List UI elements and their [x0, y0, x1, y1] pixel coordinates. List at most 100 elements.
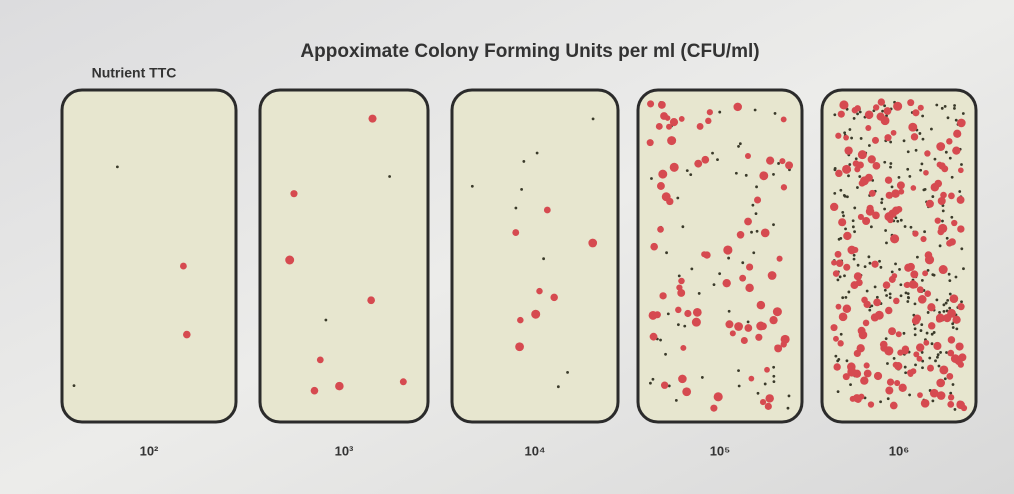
- colony: [858, 179, 866, 187]
- colony-small: [921, 359, 925, 363]
- colony: [657, 225, 664, 233]
- colony: [925, 199, 934, 208]
- colony: [650, 242, 658, 251]
- colony-small: [920, 278, 924, 282]
- colony: [780, 184, 788, 191]
- colony: [885, 306, 893, 315]
- colony: [857, 150, 867, 160]
- colony-small: [522, 160, 526, 163]
- colony: [908, 122, 918, 132]
- colony-small: [958, 190, 962, 193]
- colony: [842, 304, 852, 314]
- colony: [929, 388, 939, 398]
- colony: [736, 231, 745, 239]
- colony: [666, 197, 674, 206]
- colony: [536, 287, 543, 295]
- colony: [946, 239, 953, 247]
- colony-small: [920, 351, 924, 354]
- colony: [666, 123, 673, 130]
- colony-small: [890, 270, 894, 274]
- colony: [864, 110, 874, 120]
- colony-small: [689, 173, 693, 177]
- colony: [691, 317, 701, 327]
- colony-small: [883, 207, 887, 211]
- colony-small: [962, 267, 965, 271]
- colony-small: [913, 327, 917, 331]
- colony: [934, 217, 941, 224]
- colony: [843, 134, 849, 141]
- colony: [947, 394, 955, 401]
- colony: [953, 129, 962, 138]
- colony: [947, 308, 957, 318]
- colony-small: [786, 406, 790, 410]
- colony-small: [954, 275, 958, 279]
- colony-small: [928, 356, 932, 360]
- colony: [939, 365, 949, 375]
- colony: [957, 118, 966, 128]
- plate-label: 10³: [335, 443, 354, 458]
- colony-small: [858, 175, 862, 178]
- colony-small: [650, 177, 653, 180]
- colony: [335, 381, 344, 391]
- colony-small: [936, 355, 939, 359]
- colony-small: [894, 262, 897, 266]
- colony: [701, 155, 710, 164]
- colony-small: [856, 186, 859, 189]
- colony: [515, 342, 524, 352]
- plate: [820, 88, 978, 424]
- colony-small: [838, 275, 842, 279]
- colony-small: [899, 294, 903, 298]
- colony-small: [880, 201, 884, 205]
- colony: [886, 378, 895, 386]
- colony: [933, 341, 942, 351]
- colony: [745, 283, 754, 293]
- colony: [871, 136, 879, 144]
- colony: [684, 309, 692, 318]
- colony-small: [880, 197, 884, 201]
- colony: [776, 255, 783, 262]
- colony-small: [848, 128, 852, 131]
- colony-small: [755, 185, 758, 189]
- colony: [657, 101, 666, 109]
- colony-small: [868, 308, 872, 312]
- colony: [368, 114, 377, 123]
- colony-small: [898, 268, 901, 271]
- colony-small: [953, 408, 957, 411]
- colony: [951, 219, 958, 227]
- colony: [754, 196, 762, 204]
- colony: [870, 313, 879, 322]
- colony-small: [943, 377, 947, 381]
- colony-small: [879, 400, 883, 404]
- colony-small: [932, 331, 936, 334]
- colony: [780, 116, 787, 123]
- colony: [858, 330, 868, 340]
- colony: [938, 162, 946, 170]
- colony: [947, 336, 956, 344]
- colony: [863, 369, 872, 378]
- colony: [947, 400, 955, 408]
- colony: [936, 391, 946, 400]
- colony-small: [763, 382, 767, 386]
- colony-small: [755, 229, 759, 233]
- colony-small: [886, 397, 890, 401]
- colony: [847, 367, 857, 377]
- colony-small: [846, 195, 849, 199]
- colony-small: [914, 148, 918, 152]
- colony: [734, 322, 743, 331]
- colony-small: [909, 225, 913, 229]
- medium-label: Nutrient TTC: [92, 65, 177, 81]
- colony: [744, 217, 752, 226]
- colony: [830, 324, 838, 332]
- colony-small: [674, 398, 678, 402]
- colony-small: [926, 311, 930, 314]
- colony-small: [903, 225, 907, 228]
- colony-small: [948, 306, 952, 310]
- colony: [930, 183, 940, 192]
- plate: [636, 88, 804, 424]
- colony: [857, 213, 864, 221]
- colony: [723, 245, 733, 255]
- colony: [675, 306, 682, 314]
- colony-small: [944, 301, 948, 305]
- colony: [588, 238, 598, 248]
